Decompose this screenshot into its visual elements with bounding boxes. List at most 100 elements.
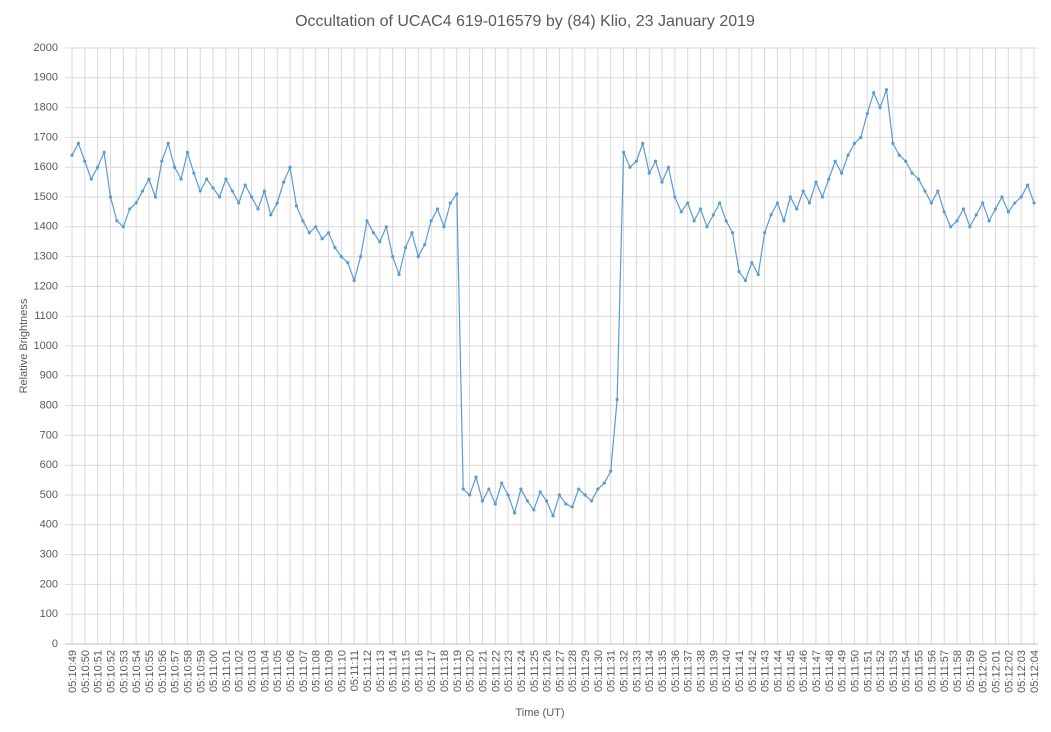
data-point: [878, 106, 882, 110]
x-tick-label: 05:11:14: [388, 650, 400, 692]
data-point: [134, 201, 138, 205]
x-tick-label: 05:11:48: [824, 650, 836, 692]
y-tick-label: 1800: [34, 102, 58, 114]
data-point: [692, 219, 696, 223]
data-point: [314, 225, 318, 229]
data-point: [339, 255, 343, 259]
data-point: [981, 201, 985, 205]
data-point: [1000, 195, 1004, 199]
data-point: [301, 219, 305, 223]
x-tick-label: 05:11:06: [285, 650, 297, 692]
x-tick-label: 05:11:38: [696, 650, 708, 692]
x-tick-label: 05:10:58: [182, 650, 194, 693]
y-tick-label: 1100: [34, 310, 58, 322]
data-point: [801, 189, 805, 193]
data-point: [128, 207, 132, 211]
x-tick-label: 05:11:33: [631, 650, 643, 692]
data-point: [179, 177, 183, 181]
y-tick-label: 600: [40, 459, 58, 471]
data-point: [782, 219, 786, 223]
y-axis-title: Relative Brightness: [18, 298, 30, 393]
x-tick-label: 05:11:15: [400, 650, 412, 692]
x-tick-label: 05:11:56: [926, 650, 938, 692]
y-tick-label: 1200: [34, 280, 58, 292]
data-point: [269, 213, 273, 217]
x-tick-label: 05:11:40: [721, 650, 733, 692]
data-point: [89, 177, 93, 181]
data-point: [532, 508, 536, 512]
y-tick-label: 100: [40, 608, 58, 620]
data-point: [352, 278, 356, 283]
x-tick-label: 05:12:03: [1016, 650, 1028, 693]
data-point: [570, 505, 574, 509]
data-point: [320, 237, 324, 241]
data-line: [71, 89, 1035, 518]
y-tick-label: 2000: [34, 42, 58, 54]
data-point: [949, 225, 953, 229]
data-point: [121, 225, 125, 229]
x-tick-label: 05:12:02: [1003, 650, 1015, 693]
data-point: [544, 499, 549, 503]
data-point: [147, 177, 151, 181]
x-tick-label: 05:11:19: [452, 650, 464, 692]
y-tick-label: 200: [40, 578, 58, 590]
x-tick-label: 05:11:39: [708, 650, 720, 692]
x-tick-label: 05:11:12: [362, 650, 374, 692]
data-point: [814, 180, 818, 184]
x-tick-label: 05:11:27: [554, 650, 566, 692]
data-point: [936, 189, 940, 193]
data-point: [455, 192, 459, 196]
data-point: [1032, 201, 1036, 205]
y-tick-label: 1400: [34, 221, 58, 233]
data-point: [666, 165, 671, 169]
data-point: [775, 201, 780, 205]
data-point: [211, 186, 215, 190]
data-point: [872, 91, 876, 95]
data-point: [795, 207, 799, 211]
data-point: [589, 499, 594, 503]
x-tick-label: 05:10:56: [157, 650, 169, 693]
data-point: [160, 159, 164, 163]
data-point: [237, 201, 241, 205]
x-tick-label: 05:11:43: [760, 650, 772, 692]
data-point: [512, 511, 517, 515]
data-point: [647, 171, 651, 175]
data-point: [788, 195, 792, 199]
data-point: [769, 213, 773, 217]
data-point: [884, 88, 889, 92]
data-point: [333, 246, 337, 250]
x-tick-label: 05:11:59: [965, 650, 977, 692]
data-point: [326, 231, 331, 235]
x-tick-label: 05:10:54: [131, 650, 143, 693]
data-point: [249, 195, 254, 199]
data-point: [718, 201, 722, 205]
x-tick-label: 05:11:58: [952, 650, 964, 692]
data-point: [750, 260, 754, 265]
x-tick-label: 05:11:08: [311, 650, 323, 692]
data-point: [474, 475, 478, 479]
data-point: [891, 141, 895, 145]
x-tick-label: 05:11:16: [413, 650, 425, 692]
data-point: [743, 278, 748, 283]
x-axis-title: Time (UT): [515, 707, 564, 719]
data-point: [153, 195, 157, 199]
x-tick-label: 05:12:01: [991, 650, 1003, 693]
data-point: [275, 201, 279, 205]
data-point: [711, 213, 715, 217]
data-point: [410, 231, 414, 235]
x-tick-label: 05:11:52: [875, 650, 887, 692]
data-point: [416, 255, 420, 259]
x-tick-label: 05:11:17: [426, 650, 438, 692]
data-point: [288, 165, 292, 169]
data-point: [480, 499, 485, 503]
data-point: [307, 231, 311, 235]
data-point: [429, 219, 433, 223]
y-tick-label: 1000: [34, 340, 58, 352]
data-point: [76, 141, 81, 145]
x-tick-label: 05:11:13: [375, 650, 387, 692]
data-point: [185, 150, 190, 154]
data-point: [609, 469, 613, 473]
x-tick-label: 05:11:36: [670, 650, 682, 692]
y-tick-label: 1300: [34, 251, 58, 263]
